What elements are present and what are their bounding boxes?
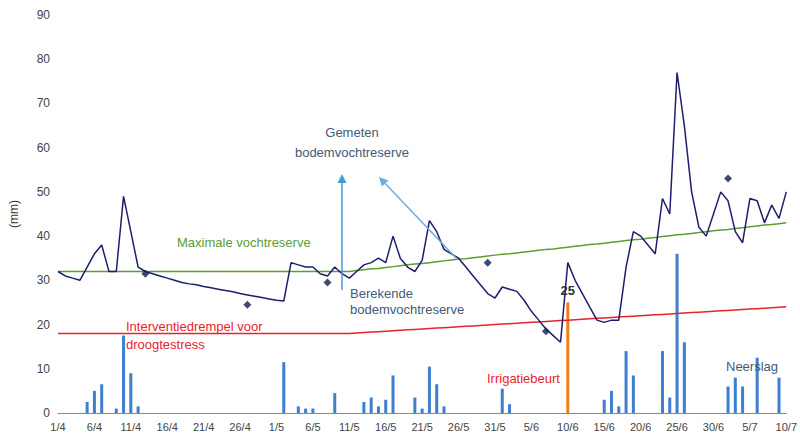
- svg-text:6/5: 6/5: [305, 421, 320, 433]
- svg-text:(mm): (mm): [7, 200, 21, 228]
- svg-text:20: 20: [37, 318, 51, 332]
- svg-text:16/4: 16/4: [157, 421, 178, 433]
- svg-text:10/6: 10/6: [557, 421, 578, 433]
- svg-text:90: 90: [37, 8, 51, 22]
- svg-text:11/4: 11/4: [121, 421, 142, 433]
- svg-text:Berekende: Berekende: [350, 286, 413, 301]
- svg-text:30/6: 30/6: [703, 421, 724, 433]
- svg-text:26/5: 26/5: [448, 421, 469, 433]
- svg-text:50: 50: [37, 185, 51, 199]
- svg-text:bodemvochtreserve: bodemvochtreserve: [295, 145, 409, 160]
- svg-text:Neerslag: Neerslag: [726, 359, 778, 374]
- svg-text:Gemeten: Gemeten: [325, 125, 378, 140]
- svg-text:droogtestress: droogtestress: [126, 337, 205, 352]
- svg-text:5/7: 5/7: [742, 421, 757, 433]
- svg-text:21/5: 21/5: [411, 421, 432, 433]
- svg-text:6/4: 6/4: [87, 421, 102, 433]
- svg-text:0: 0: [43, 406, 50, 420]
- svg-text:20/6: 20/6: [630, 421, 651, 433]
- svg-text:31/5: 31/5: [484, 421, 505, 433]
- svg-text:10/7: 10/7: [776, 421, 797, 433]
- svg-text:30: 30: [37, 273, 51, 287]
- svg-text:21/4: 21/4: [193, 421, 214, 433]
- svg-text:1/4: 1/4: [50, 421, 65, 433]
- svg-text:70: 70: [37, 96, 51, 110]
- svg-text:1/5: 1/5: [269, 421, 284, 433]
- svg-text:5/6: 5/6: [524, 421, 539, 433]
- svg-text:Irrigatiebeurt: Irrigatiebeurt: [487, 371, 560, 386]
- svg-text:bodemvochtreserve: bodemvochtreserve: [350, 302, 464, 317]
- svg-text:26/4: 26/4: [229, 421, 250, 433]
- svg-text:Interventiedrempel voor: Interventiedrempel voor: [126, 319, 263, 334]
- svg-text:25/6: 25/6: [666, 421, 687, 433]
- svg-text:40: 40: [37, 229, 51, 243]
- svg-text:80: 80: [37, 52, 51, 66]
- svg-text:16/5: 16/5: [375, 421, 396, 433]
- svg-text:25: 25: [561, 283, 575, 298]
- svg-text:11/5: 11/5: [339, 421, 360, 433]
- svg-text:Maximale vochtreserve: Maximale vochtreserve: [177, 235, 311, 250]
- svg-text:15/6: 15/6: [594, 421, 615, 433]
- svg-text:10: 10: [37, 362, 51, 376]
- svg-text:60: 60: [37, 141, 51, 155]
